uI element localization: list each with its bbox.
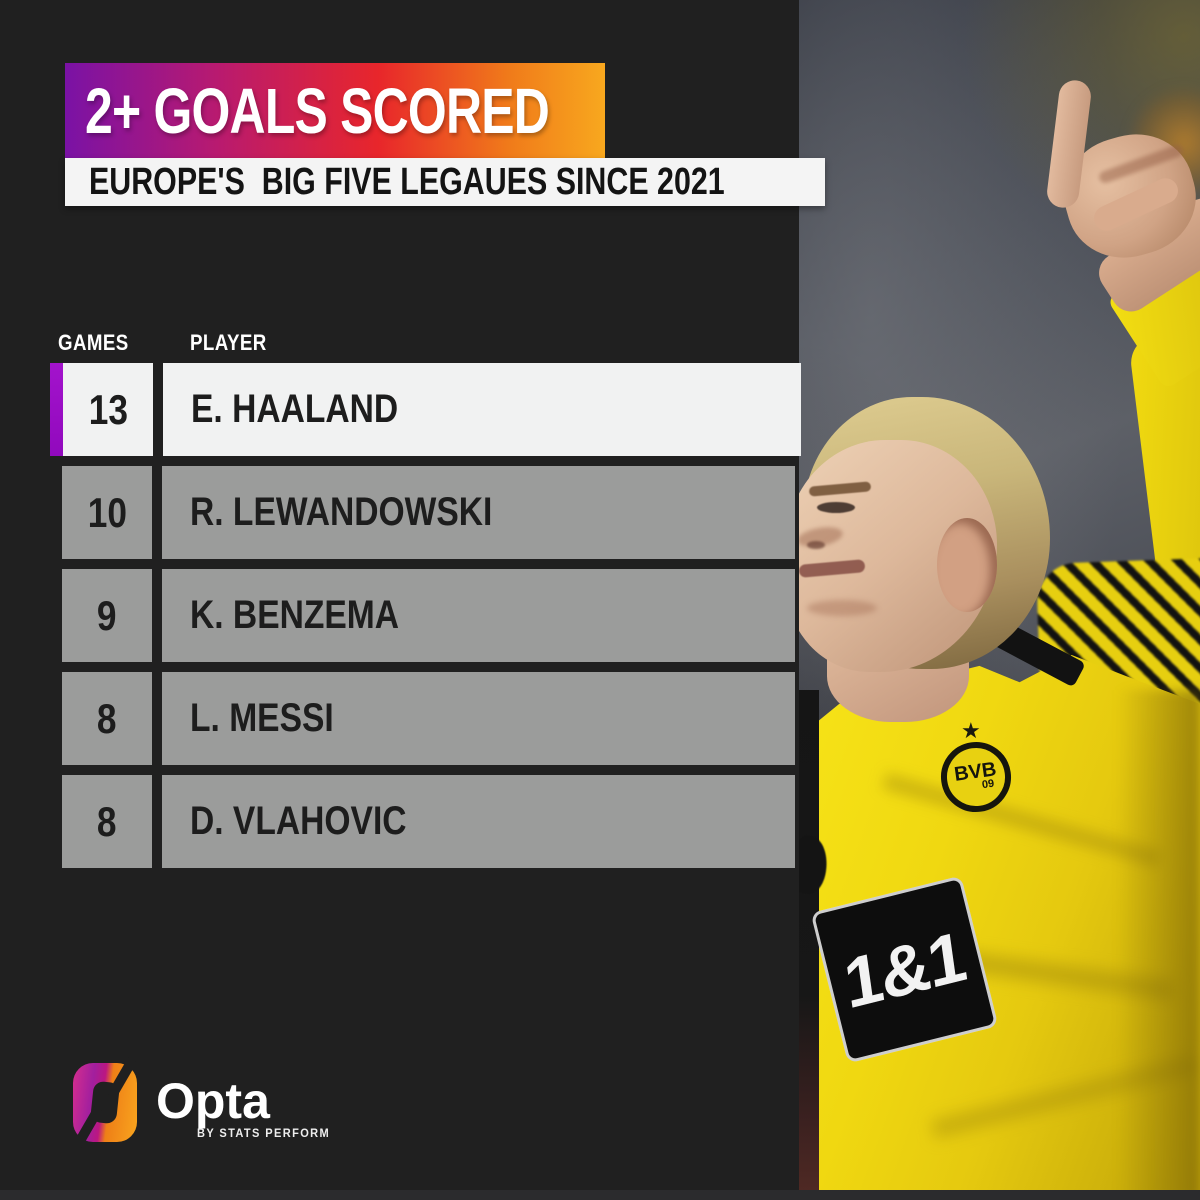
table-row: 10 R. LEWANDOWSKI bbox=[50, 466, 801, 559]
games-value: 13 bbox=[88, 385, 128, 433]
row-indent bbox=[50, 672, 62, 765]
table-row: 8 L. MESSI bbox=[50, 672, 801, 765]
page-subtitle: EUROPE'S BIG FIVE LEGAUES SINCE 2021 bbox=[89, 160, 725, 203]
games-value: 8 bbox=[97, 694, 117, 742]
jersey-shading bbox=[1117, 690, 1200, 1200]
column-header-player: PLAYER bbox=[190, 330, 267, 355]
player-eye bbox=[817, 502, 855, 513]
opta-subtext: BY STATS PERFORM bbox=[197, 1126, 331, 1140]
rank-accent-stripe bbox=[50, 363, 63, 456]
games-cell: 8 bbox=[62, 775, 152, 868]
player-chin-shadow bbox=[807, 600, 877, 616]
jersey-sponsor-text: 1&1 bbox=[839, 915, 970, 1024]
row-indent bbox=[50, 775, 62, 868]
games-cell: 8 bbox=[62, 672, 152, 765]
player-cell: L. MESSI bbox=[162, 672, 795, 765]
player-cell: R. LEWANDOWSKI bbox=[162, 466, 795, 559]
player-ear bbox=[937, 518, 997, 612]
page-title: 2+ GOALS SCORED bbox=[85, 74, 550, 147]
games-cell: 10 bbox=[62, 466, 152, 559]
games-value: 9 bbox=[97, 591, 117, 639]
player-name: L. MESSI bbox=[190, 696, 334, 740]
row-indent bbox=[50, 569, 62, 662]
player-cell: E. HAALAND bbox=[163, 363, 801, 456]
player-cell: K. BENZEMA bbox=[162, 569, 795, 662]
table-rows: 13 E. HAALAND 10 R. LEWANDOWSKI 9 K. BENZEMA 8… bbox=[50, 363, 801, 878]
subtitle-bar: EUROPE'S BIG FIVE LEGAUES SINCE 2021 bbox=[65, 158, 825, 206]
games-value: 10 bbox=[87, 488, 127, 536]
games-cell: 13 bbox=[63, 363, 153, 456]
player-nostril bbox=[807, 541, 825, 549]
player-cell: D. VLAHOVIC bbox=[162, 775, 795, 868]
opta-logo-slash-top bbox=[107, 1057, 137, 1099]
player-name: K. BENZEMA bbox=[190, 593, 400, 637]
column-header-games: GAMES bbox=[58, 330, 129, 355]
table-row: 8 D. VLAHOVIC bbox=[50, 775, 801, 868]
games-value: 8 bbox=[97, 797, 117, 845]
games-cell: 9 bbox=[62, 569, 152, 662]
player-photo: 1&1 ★ BVB 09 bbox=[799, 0, 1200, 1200]
bottom-strip bbox=[0, 1190, 1200, 1200]
table-row: 9 K. BENZEMA bbox=[50, 569, 801, 662]
player-name: D. VLAHOVIC bbox=[190, 799, 407, 843]
player-name: E. HAALAND bbox=[191, 387, 399, 431]
jersey-side-panel bbox=[799, 690, 819, 1200]
opta-logo-slash-bottom bbox=[73, 1106, 103, 1148]
opta-wordmark: Opta bbox=[156, 1073, 270, 1129]
star-icon: ★ bbox=[961, 718, 981, 743]
table-row: 13 E. HAALAND bbox=[50, 363, 801, 456]
title-banner: 2+ GOALS SCORED bbox=[65, 63, 605, 158]
row-indent bbox=[50, 466, 62, 559]
bvb-badge-number: 09 bbox=[981, 777, 996, 792]
opta-logo-icon bbox=[73, 1057, 137, 1148]
player-name: R. LEWANDOWSKI bbox=[190, 490, 493, 534]
